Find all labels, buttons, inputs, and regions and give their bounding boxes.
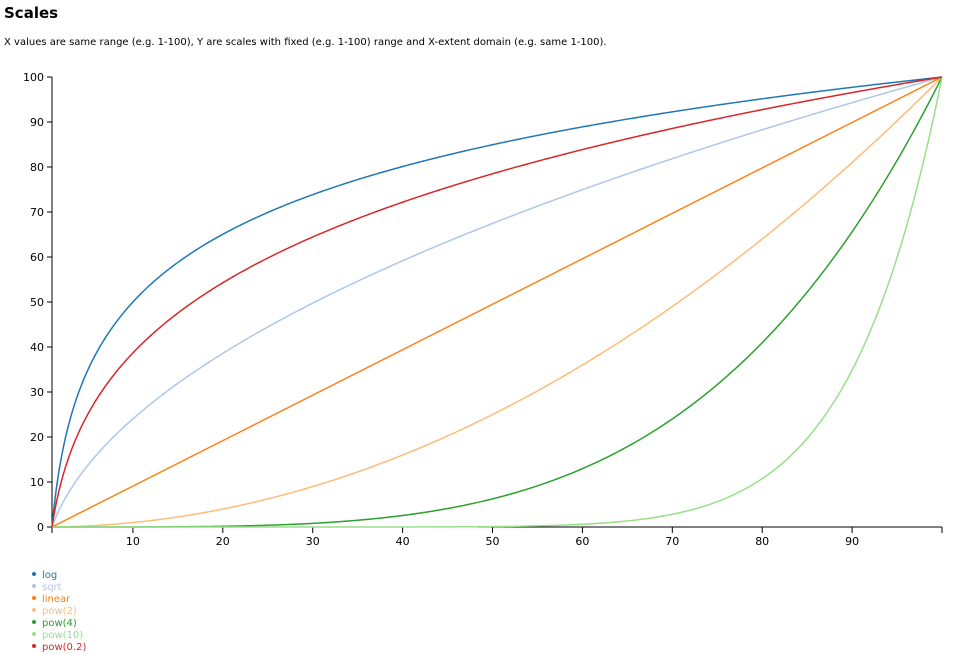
series-line-3 [51,76,943,528]
legend-item: sqrt [32,582,86,594]
series-line-5 [52,76,943,528]
y-tick-label: 20 [30,431,44,444]
legend-label: pow(10) [42,630,84,641]
legend-dot-icon [32,596,36,600]
x-tick-label: 80 [755,535,769,548]
legend-label: linear [42,594,71,605]
y-tick-label: 90 [30,116,44,129]
y-tick-label: 100 [23,71,44,84]
legend-dot-icon [32,644,36,648]
series-lines [51,76,943,528]
x-tick-label: 30 [306,535,320,548]
series-line-1 [51,76,943,528]
legend: log sqrt linear pow(2) pow(4) pow(10) pow(0.2) [32,570,86,654]
legend-label: sqrt [42,582,62,593]
x-axis: 10 20 30 40 50 60 70 80 90 [51,526,943,548]
legend-dot-icon [32,632,36,636]
y-tick-label: 10 [30,476,44,489]
x-tick-label: 50 [486,535,500,548]
y-tick-label: 70 [30,206,44,219]
y-tick-label: 30 [30,386,44,399]
legend-label: pow(2) [42,606,77,617]
x-tick-label: 10 [126,535,140,548]
x-tick-label: 20 [216,535,230,548]
series-line-6 [51,76,943,528]
scales-chart: 0 10 20 30 40 50 60 70 80 90 100 10 20 30 40 50 60 70 80 9… [23,71,943,548]
y-tick-label: 50 [30,296,44,309]
legend-item: pow(4) [32,618,86,630]
page-description: X values are same range (e.g. 1-100), Y … [4,37,607,48]
series-line-2 [51,76,943,528]
legend-label: pow(4) [42,618,77,629]
legend-dot-icon [32,608,36,612]
legend-label: log [42,570,58,581]
legend-item: pow(0.2) [32,642,86,654]
legend-item: log [32,570,86,582]
y-tick-label: 0 [37,521,44,534]
legend-dot-icon [32,572,36,576]
legend-item: pow(2) [32,606,86,618]
y-tick-label: 80 [30,161,44,174]
y-tick-label: 40 [30,341,44,354]
x-tick-label: 90 [845,535,859,548]
legend-dot-icon [32,584,36,588]
x-tick-label: 40 [396,535,410,548]
page-title: Scales [4,4,59,22]
series-line-0 [51,76,943,528]
y-tick-label: 60 [30,251,44,264]
x-tick-label: 70 [665,535,679,548]
x-tick-label: 60 [575,535,589,548]
legend-item: linear [32,594,86,606]
legend-label: pow(0.2) [42,642,87,653]
y-axis: 0 10 20 30 40 50 60 70 80 90 100 [23,71,53,534]
legend-item: pow(10) [32,630,86,642]
legend-dot-icon [32,620,36,624]
